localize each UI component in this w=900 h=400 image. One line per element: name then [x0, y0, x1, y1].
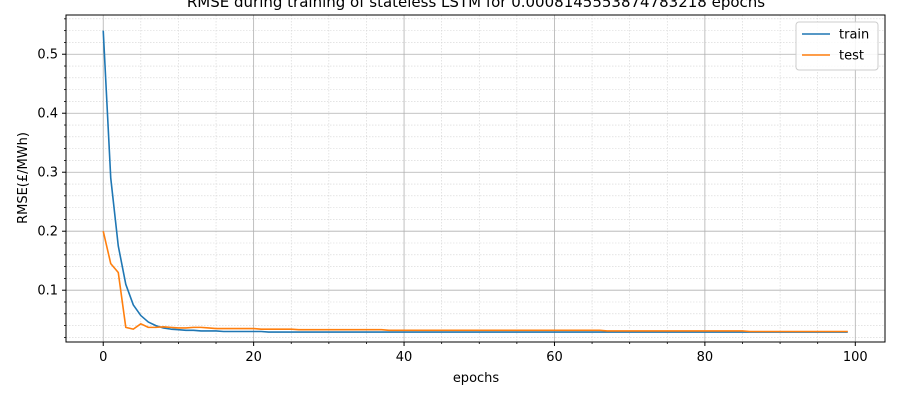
y-tick-label: 0.4: [37, 107, 58, 122]
y-tick-label: 0.2: [37, 225, 58, 240]
legend-label-train: train: [839, 28, 869, 43]
x-tick-label: 0: [99, 350, 107, 365]
y-tick-label: 0.3: [37, 166, 58, 181]
train-series-line: [102, 30, 848, 333]
x-axis-label: epochs: [453, 371, 500, 386]
legend: train test: [795, 21, 879, 71]
test-series-line: [102, 231, 848, 333]
x-tick-label: 20: [245, 350, 262, 365]
x-tick-label: 40: [396, 350, 413, 365]
plot-frame: [65, 14, 886, 343]
x-tick-label: 80: [697, 350, 714, 365]
x-tick-label: 100: [843, 350, 868, 365]
axes: 0 20 40 60 80 100 0.1 0.2 0.3 0.4 0.5: [37, 18, 868, 365]
chart-title: RMSE during training of stateless LSTM f…: [187, 0, 765, 11]
y-tick-label: 0.1: [37, 284, 58, 299]
y-tick-label: 0.5: [37, 48, 58, 63]
grid-lines: [66, 15, 885, 342]
y-axis-label: RMSE(£/MWh): [16, 132, 31, 224]
series-lines: [102, 30, 848, 333]
legend-label-test: test: [839, 49, 864, 64]
x-tick-label: 60: [546, 350, 563, 365]
